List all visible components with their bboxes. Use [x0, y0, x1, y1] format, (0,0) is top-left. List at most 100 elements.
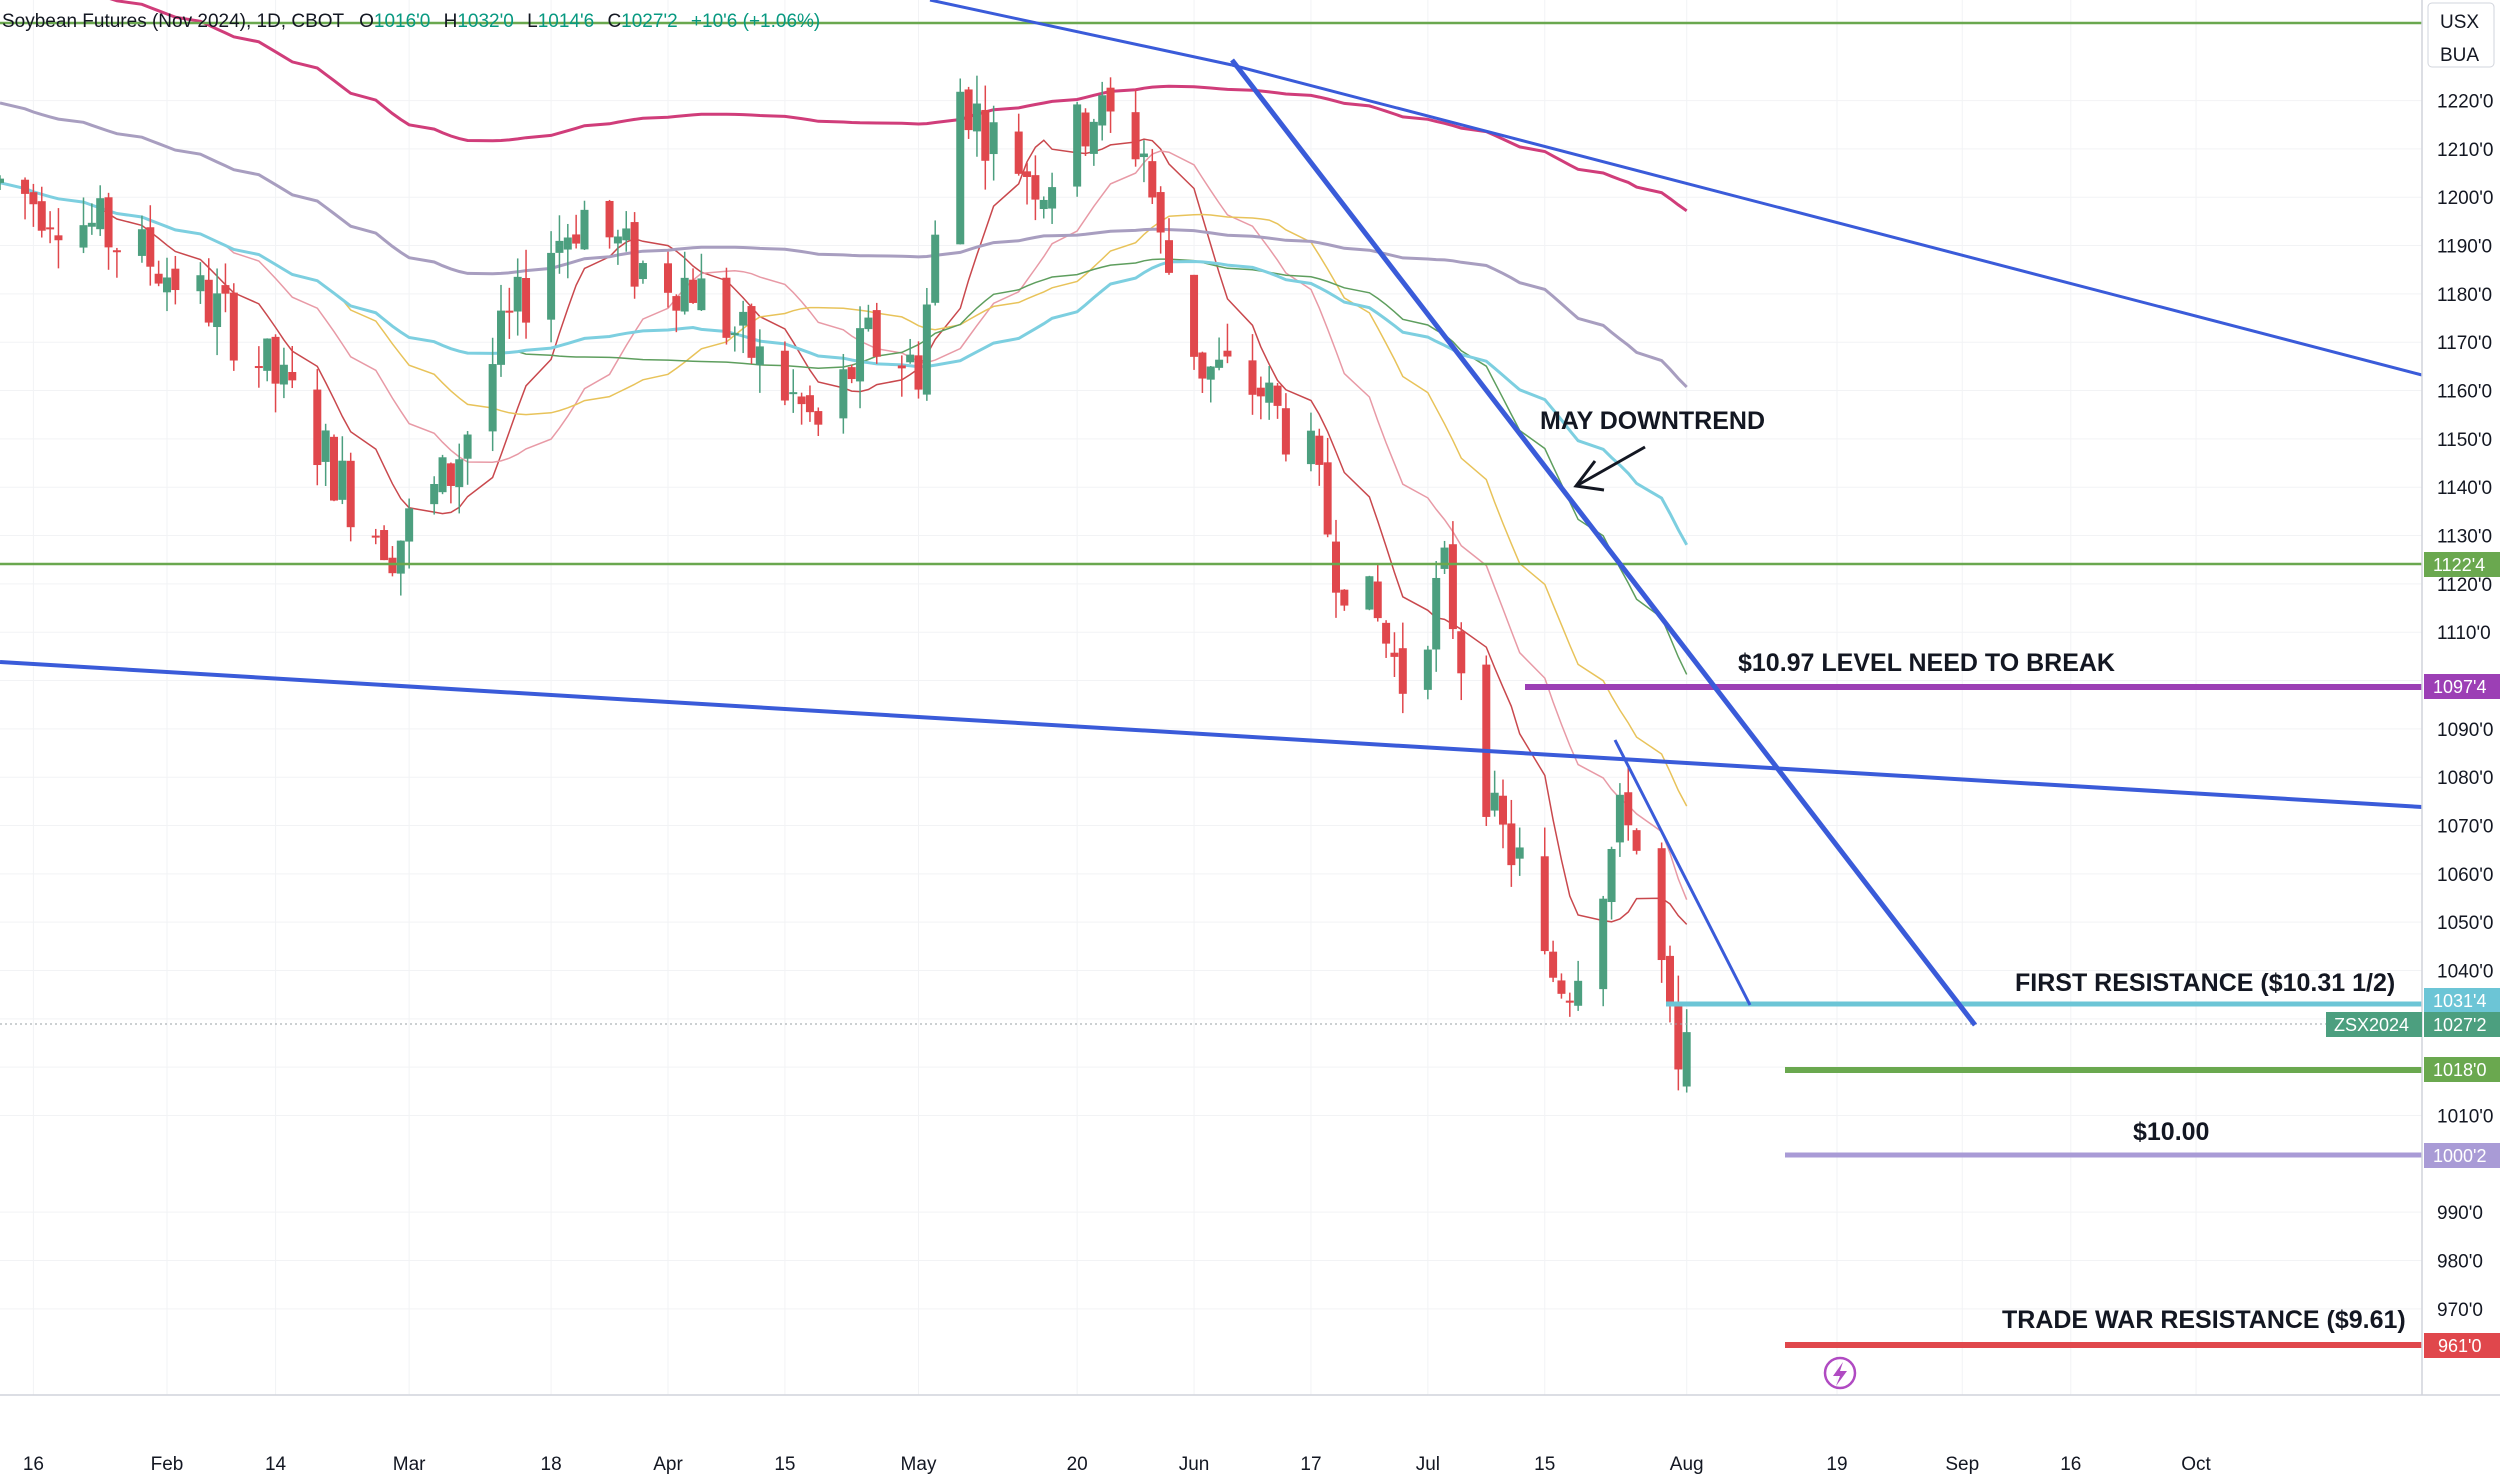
candle-body [1440, 547, 1449, 569]
price-tag-1097-text: 1097'4 [2433, 677, 2487, 697]
candle-body [1031, 175, 1040, 200]
currency-box[interactable] [2427, 2, 2495, 68]
trendline-upper-left[interactable] [929, 0, 1233, 67]
candle-body [805, 395, 814, 413]
candle-body [747, 306, 756, 358]
candle-body [1398, 648, 1407, 694]
candle-body [96, 198, 105, 230]
candle-body [522, 278, 531, 323]
candle-body [1657, 848, 1666, 961]
candle-body [572, 234, 581, 244]
candle-body [1540, 856, 1549, 952]
legend-high-value: 1032'0 [457, 11, 513, 32]
candle-body [1515, 847, 1524, 859]
legend-low-value: 1014'6 [538, 11, 594, 32]
candle-body [1131, 112, 1140, 160]
price-tag-1018-text: 1018'0 [2433, 1060, 2487, 1080]
candle-body [488, 364, 497, 432]
price-tick-label: 1160'0 [2437, 382, 2492, 403]
candle-body [730, 333, 739, 336]
price-tick-label: 1090'0 [2437, 720, 2493, 741]
unit-label: BUA [2440, 45, 2479, 66]
candle-body [906, 354, 915, 363]
candle-body [1190, 274, 1199, 357]
candle-body [1674, 1001, 1683, 1070]
candle-body [455, 459, 464, 488]
price-tick-label: 1110'0 [2437, 623, 2491, 644]
candle-body [338, 460, 347, 500]
candle-body [1574, 980, 1583, 1006]
candle-body [1073, 104, 1082, 187]
candle-body [931, 234, 940, 303]
candle-body [438, 457, 447, 493]
trendline-july-short[interactable] [1613, 739, 1752, 1006]
candle-body [622, 228, 631, 241]
trendline-upper-long[interactable] [1231, 63, 2423, 377]
time-tick-label: Mar [393, 1454, 426, 1475]
candle-body [697, 278, 706, 311]
time-tick-label: Jul [1416, 1454, 1440, 1475]
candle-body [154, 273, 163, 284]
candle-body [722, 277, 731, 338]
candle-body [137, 229, 146, 256]
candle-body [254, 366, 263, 369]
candle-body [380, 530, 389, 561]
price-tick-label: 1050'0 [2437, 913, 2493, 934]
trendline-lower-long[interactable] [0, 660, 2423, 809]
price-tick-label: 1040'0 [2437, 962, 2493, 983]
candle-body [755, 346, 764, 365]
price-tick-label: 1170'0 [2437, 333, 2492, 354]
moving-average-line [0, 181, 1689, 546]
price-tag-961-text: 961'0 [2438, 1336, 2481, 1356]
candle-body [1482, 664, 1491, 817]
candle-body [739, 311, 748, 326]
price-tag-961: 961'0 [2424, 1333, 2500, 1358]
candle-body [680, 277, 689, 312]
candle-body [1565, 1000, 1574, 1003]
candle-body [563, 237, 572, 250]
candle-body [1323, 462, 1332, 535]
price-tick-label: 1140'0 [2437, 478, 2492, 499]
time-tick-label: 16 [23, 1454, 44, 1475]
candle-body [346, 460, 355, 528]
time-tick-label: 20 [1067, 1454, 1088, 1475]
candle-body [1039, 199, 1048, 210]
legend-close-value: 1027'2 [621, 11, 677, 32]
legend-h-label: H [444, 11, 458, 32]
legend-l-label: L [527, 11, 538, 32]
trendline-may-downtrend[interactable] [1230, 58, 1977, 1027]
candle-body [1423, 649, 1432, 690]
candle-body [964, 89, 973, 131]
candle-body [1432, 577, 1441, 650]
price-tick-label: 1220'0 [2437, 92, 2493, 113]
candle-body [371, 535, 380, 538]
candle-body [1390, 652, 1399, 657]
annotation-first-resistance: FIRST RESISTANCE ($10.31 1/2) [2015, 969, 2395, 997]
time-tick-label: 14 [265, 1454, 287, 1475]
lightning-icon[interactable] [1823, 1356, 1857, 1390]
currency-label: USX [2440, 12, 2479, 33]
candle-body [1332, 541, 1340, 593]
candle-body [664, 263, 672, 293]
price-tick-label: 970'0 [2437, 1300, 2483, 1321]
time-tick-label: May [901, 1454, 937, 1475]
candle-body [1089, 121, 1098, 154]
moving-averages [0, 0, 1689, 925]
candle-body [196, 275, 205, 292]
annotation-level-1097: $10.97 LEVEL NEED TO BREAK [1738, 649, 2115, 677]
candle-body [847, 367, 856, 380]
moving-average-line [109, 0, 1688, 213]
candle-body [388, 557, 397, 574]
price-tag-1000-text: 1000'2 [2433, 1146, 2487, 1166]
time-axis[interactable] [0, 1396, 2422, 1479]
moving-average-line [0, 101, 1688, 389]
candle-body [1165, 240, 1173, 273]
candle-body [288, 372, 297, 381]
candle-body [1081, 112, 1090, 147]
price-tick-label: 1130'0 [2437, 527, 2492, 548]
time-tick-label: Sep [1945, 1454, 1979, 1475]
price-tag-current: 1027'2 [2424, 1012, 2500, 1037]
price-tick-label: 1150'0 [2437, 430, 2492, 451]
